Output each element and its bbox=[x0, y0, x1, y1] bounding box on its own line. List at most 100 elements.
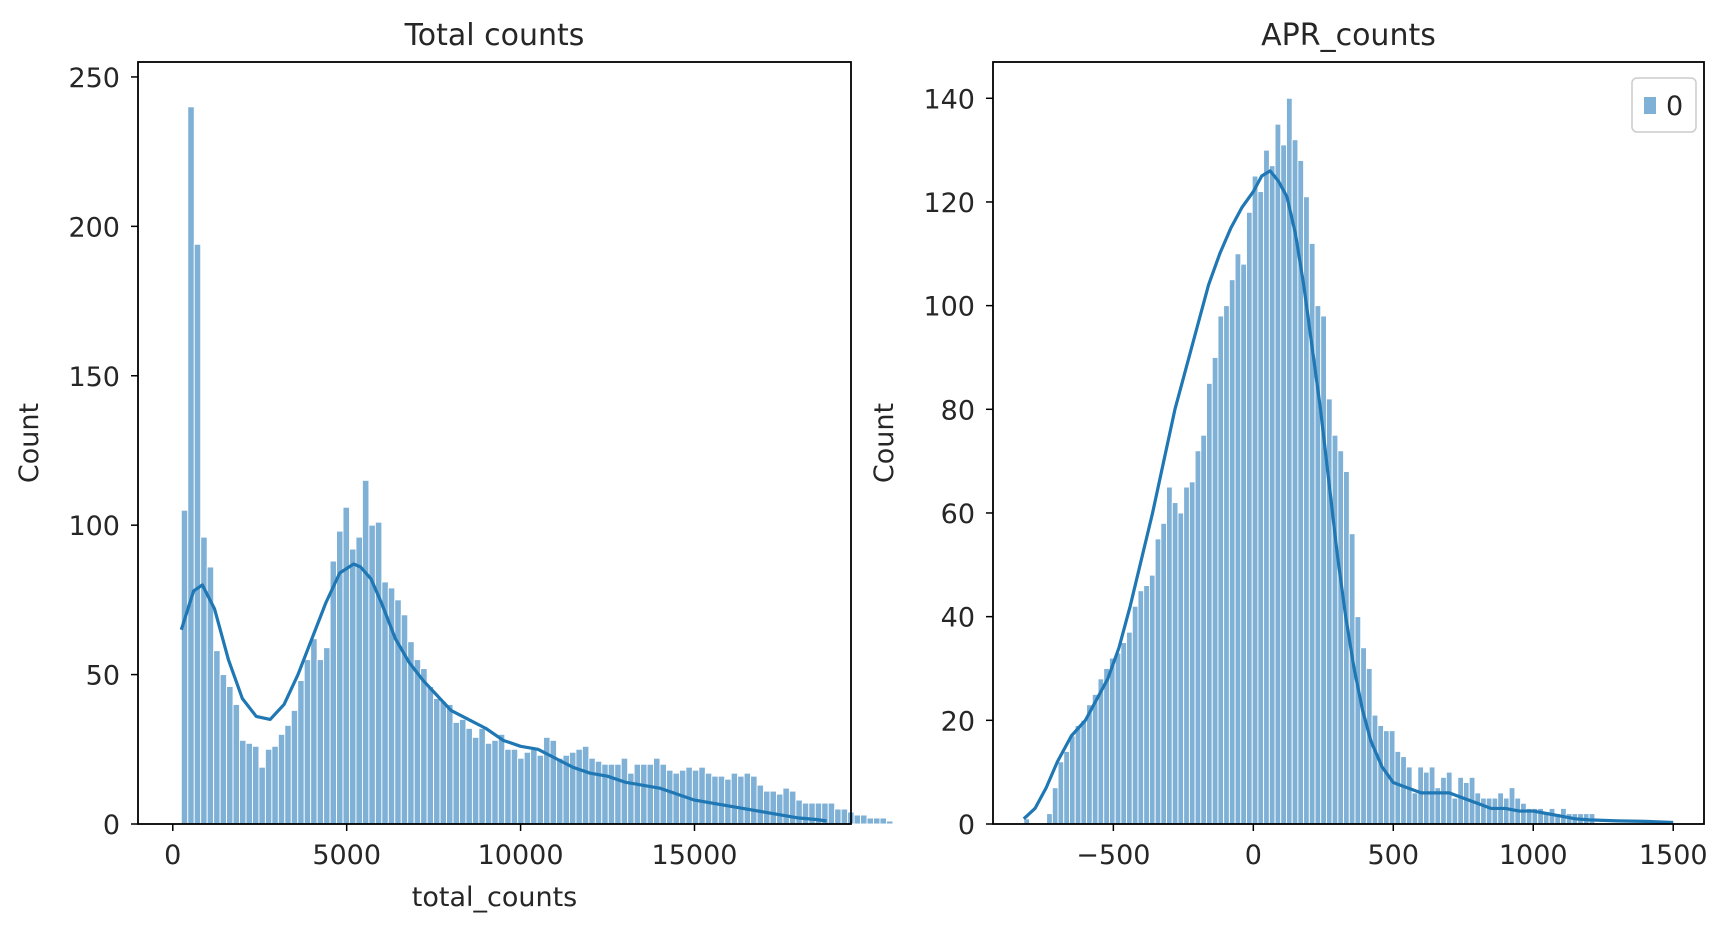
histogram-bar bbox=[264, 748, 273, 825]
histogram-bar bbox=[1206, 382, 1213, 825]
histogram-bar bbox=[827, 802, 836, 825]
histogram-bar bbox=[1280, 144, 1287, 825]
x-tick-label: 1000 bbox=[1499, 840, 1568, 871]
histogram-bar bbox=[640, 763, 648, 825]
x-ticks-apr-counts: −500 0 500 1000 1500 bbox=[1076, 824, 1708, 871]
histogram-bar bbox=[1400, 756, 1407, 825]
histogram-bar bbox=[1503, 797, 1510, 825]
histogram-bar bbox=[277, 733, 286, 825]
legend-label: 0 bbox=[1666, 91, 1683, 122]
y-axis-label-apr-counts: Count bbox=[869, 403, 900, 483]
histogram-bar bbox=[1200, 434, 1207, 825]
histogram-bar bbox=[1057, 761, 1065, 825]
histogram-bar bbox=[439, 701, 447, 825]
histogram-bar bbox=[1508, 787, 1516, 825]
histogram-bar bbox=[750, 775, 758, 825]
histogram-bar bbox=[1177, 512, 1185, 825]
x-tick-label: 15000 bbox=[652, 840, 738, 871]
histogram-bar bbox=[271, 745, 279, 825]
histogram-bar bbox=[536, 754, 545, 825]
x-tick-label: 1500 bbox=[1639, 840, 1708, 871]
histogram-bar bbox=[523, 751, 532, 825]
histogram-bar bbox=[200, 536, 208, 825]
histogram-bar bbox=[180, 509, 189, 825]
histogram-bar bbox=[530, 748, 538, 825]
histogram-bar bbox=[504, 748, 512, 825]
legend-box bbox=[1631, 77, 1697, 133]
legend-swatch bbox=[1644, 97, 1656, 114]
histogram-bar bbox=[885, 820, 894, 825]
histogram-bar bbox=[763, 790, 771, 825]
histogram-bar bbox=[1108, 657, 1116, 825]
y-tick-label: 120 bbox=[923, 188, 975, 219]
histogram-bar bbox=[569, 751, 577, 825]
histogram-bar bbox=[226, 686, 234, 825]
histogram-bar bbox=[1114, 652, 1122, 825]
histogram-bar bbox=[1480, 797, 1487, 825]
histogram-bar bbox=[691, 769, 700, 825]
histogram-bar bbox=[1086, 704, 1093, 825]
histogram-bar bbox=[471, 736, 480, 825]
histogram-bar bbox=[614, 763, 622, 825]
histogram-bar bbox=[543, 736, 551, 825]
y-axis-label-total-counts: Count bbox=[14, 403, 45, 483]
y-tick-label: 140 bbox=[923, 84, 975, 115]
histogram-bar bbox=[1091, 693, 1099, 825]
histogram-bar bbox=[426, 686, 435, 825]
histogram-bar bbox=[459, 718, 467, 825]
y-tick-label: 0 bbox=[958, 810, 975, 841]
x-tick-label: 0 bbox=[1245, 840, 1262, 871]
histogram-bar bbox=[704, 772, 713, 825]
histogram-bar bbox=[187, 106, 195, 825]
histogram-bar bbox=[594, 760, 603, 825]
histogram-bar bbox=[323, 647, 331, 825]
histogram-bar bbox=[316, 659, 325, 825]
histogram-bar bbox=[239, 739, 247, 825]
histogram-bar bbox=[1194, 450, 1202, 825]
histogram-bar bbox=[213, 650, 221, 825]
histogram-bar bbox=[698, 766, 706, 825]
histogram-bar bbox=[724, 778, 732, 825]
histogram-bar bbox=[685, 766, 693, 825]
histogram-bar bbox=[1394, 750, 1402, 825]
x-tick-label: −500 bbox=[1076, 840, 1150, 871]
histogram-bar bbox=[601, 763, 609, 825]
histogram-bar bbox=[1343, 471, 1350, 825]
y-tick-label: 20 bbox=[941, 706, 975, 737]
histogram-bar bbox=[1246, 211, 1253, 825]
histogram-bar bbox=[484, 742, 493, 825]
histogram-bar bbox=[1274, 123, 1282, 825]
histogram-bar bbox=[1377, 725, 1384, 825]
chart-title-total-counts: Total counts bbox=[404, 18, 585, 53]
histogram-bar bbox=[1268, 165, 1276, 825]
histogram-bar bbox=[1160, 522, 1168, 825]
histogram-bar bbox=[776, 793, 784, 825]
histogram-bar bbox=[1485, 797, 1493, 825]
histogram-bar bbox=[1074, 725, 1082, 825]
histogram-bar bbox=[284, 724, 292, 825]
histogram-bar bbox=[795, 799, 803, 825]
histogram-bar bbox=[659, 763, 667, 825]
histogram-bar bbox=[1411, 792, 1419, 825]
histogram-bar bbox=[1463, 782, 1470, 825]
histogram-bar bbox=[1103, 668, 1110, 825]
y-tick-label: 0 bbox=[103, 810, 120, 841]
histogram-bar bbox=[342, 506, 350, 825]
kde-line-total-counts bbox=[179, 562, 827, 823]
y-tick-label: 200 bbox=[68, 212, 120, 243]
y-tick-label: 40 bbox=[941, 603, 975, 634]
histogram-bar bbox=[737, 775, 745, 825]
histogram-bar bbox=[258, 766, 266, 825]
histogram-bar bbox=[756, 784, 764, 825]
histogram-bar bbox=[782, 787, 790, 825]
histogram-bar bbox=[1126, 631, 1133, 825]
histogram-bar bbox=[1348, 533, 1356, 825]
histogram-bar bbox=[1240, 263, 1247, 825]
x-tick-label: 500 bbox=[1368, 840, 1420, 871]
histogram-bar bbox=[1474, 792, 1482, 825]
bars-apr-counts bbox=[1023, 97, 1596, 825]
histogram-bar bbox=[1171, 502, 1179, 825]
histogram-bar bbox=[607, 763, 616, 825]
histogram-bar bbox=[1223, 305, 1230, 825]
